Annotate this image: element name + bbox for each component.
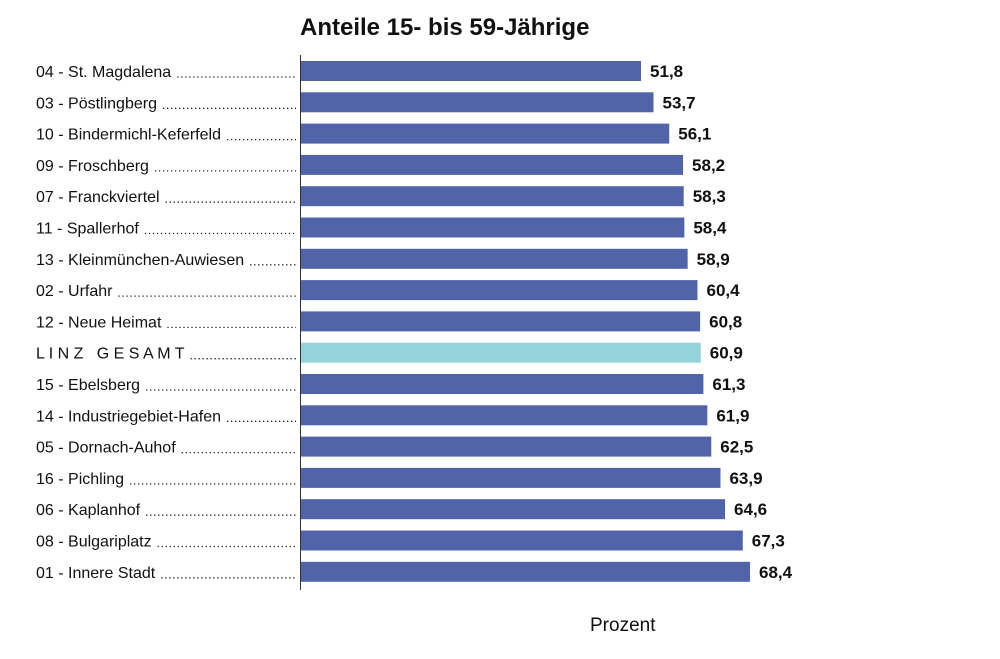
value-label: 64,6 — [734, 500, 767, 519]
category-label: 12 - Neue Heimat — [36, 314, 162, 331]
category-label: 02 - Urfahr — [36, 283, 113, 300]
value-label: 58,4 — [693, 219, 727, 238]
bar — [301, 123, 670, 144]
bar — [301, 436, 712, 457]
category-label: 07 - Franckviertel — [36, 189, 160, 206]
bar — [301, 186, 684, 207]
category-label: L I N Z G E S A M T — [36, 346, 185, 363]
bar — [301, 92, 654, 113]
bar — [301, 311, 701, 332]
bar — [301, 499, 726, 520]
category-label: 01 - Innere Stadt — [36, 565, 156, 582]
x-axis-label: Prozent — [590, 615, 656, 636]
bar-linz-gesamt — [301, 342, 701, 363]
value-label: 60,8 — [709, 312, 742, 331]
value-label: 67,3 — [752, 532, 785, 551]
value-label: 60,9 — [710, 344, 743, 363]
value-label: 60,4 — [706, 281, 740, 300]
value-label: 62,5 — [720, 438, 753, 457]
bar — [301, 154, 684, 175]
value-label: 58,9 — [697, 250, 730, 269]
category-label: 06 - Kaplanhof — [36, 502, 141, 519]
category-label: 08 - Bulgariplatz — [36, 534, 152, 551]
value-label: 51,8 — [650, 62, 683, 81]
category-label: 14 - Industriegebiet-Hafen — [36, 408, 221, 425]
category-label: 09 - Froschberg — [36, 158, 149, 175]
category-label: 16 - Pichling — [36, 471, 124, 488]
value-label: 58,3 — [693, 187, 726, 206]
category-label: 15 - Ebelsberg — [36, 377, 140, 394]
value-label: 68,4 — [759, 563, 793, 582]
value-label: 53,7 — [663, 93, 696, 112]
category-label: 05 - Dornach-Auhof — [36, 440, 176, 457]
bar — [301, 374, 704, 394]
chart-title: Anteile 15- bis 59-Jährige — [300, 14, 590, 41]
bar — [301, 405, 708, 426]
category-label: 13 - Kleinmünchen-Auwiesen — [36, 252, 244, 269]
bar — [301, 248, 688, 269]
bar — [301, 530, 743, 551]
bar — [301, 561, 750, 582]
category-label: 03 - Pöstlingberg — [36, 95, 157, 112]
category-label: 11 - Spallerhof — [36, 221, 139, 238]
bar — [301, 61, 642, 81]
category-label: 04 - St. Magdalena — [36, 64, 171, 81]
category-label: 10 - Bindermichl-Keferfeld — [36, 127, 221, 144]
bar — [301, 280, 698, 301]
bar — [301, 467, 721, 488]
value-label: 61,3 — [712, 375, 745, 394]
bar — [301, 217, 685, 238]
value-label: 56,1 — [678, 125, 711, 144]
value-label: 58,2 — [692, 156, 725, 175]
value-label: 63,9 — [729, 469, 762, 488]
value-label: 61,9 — [716, 406, 749, 425]
